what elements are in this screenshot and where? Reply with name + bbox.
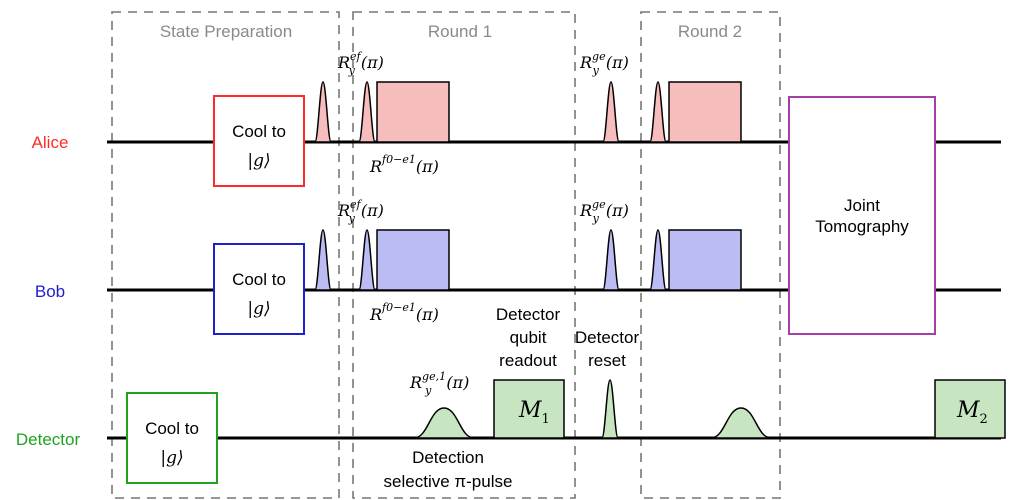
alice-swap-R: R [369, 157, 382, 176]
alice-swap-sup: f0−e1 [381, 153, 416, 166]
detector-readout-m2-box [934, 379, 1006, 439]
detector-reset-pulse [601, 379, 619, 439]
alice-r1-swap-pulse [376, 81, 450, 143]
channel-label-bob: Bob [35, 282, 65, 301]
bob-ry-ef-arg: (π) [361, 201, 384, 220]
m1-subscript: 1 [542, 412, 550, 427]
bob-ry-ef-sup: ef [350, 198, 363, 211]
bob-reset-ge-pulse [602, 229, 620, 291]
alice-prep-pi-pulse [314, 81, 332, 143]
joint-tomography-box: Joint Tomography [788, 96, 936, 335]
bob-prep-pi-pulse [314, 229, 332, 291]
alice-ry-ef-sup: ef [350, 50, 363, 63]
detector-reset-line2: reset [588, 351, 626, 370]
bob-r2-ef-pulse [649, 229, 667, 291]
detector-reset-line1: Detector [575, 328, 640, 347]
alice-r2-ef-pulse [649, 81, 667, 143]
bob-ry-ef-R: R [337, 201, 350, 220]
bob-swap-arg: (π) [416, 305, 439, 324]
detector-selective-pulse-1 [413, 407, 475, 439]
m1-label: M1 [518, 398, 550, 427]
bob-ry-ef-label: Ref y (π) [337, 198, 384, 225]
detector-cool-box: Cool to |g⟩ [126, 392, 218, 484]
bob-ry-ge-R: R [579, 201, 592, 220]
alice-swap-arg: (π) [416, 157, 439, 176]
section-frame-round1 [352, 11, 576, 499]
detector-ry-ge1-R: R [409, 373, 422, 392]
channel-label-detector: Detector [16, 430, 81, 449]
bob-cool-box: Cool to |g⟩ [213, 243, 305, 335]
alice-ry-ge-R: R [579, 53, 592, 72]
detector-cool-state: |g⟩ [160, 448, 183, 468]
section-frame-state-prep [111, 11, 340, 499]
channel-label-alice: Alice [32, 133, 69, 152]
detection-selective-line2: selective π-pulse [384, 472, 513, 491]
m2-subscript: 2 [980, 412, 988, 427]
m2-letter: M [956, 398, 980, 423]
bob-ry-ge-label: Rge y (π) [579, 198, 629, 225]
section-title-round2: Round 2 [678, 22, 742, 41]
detector-cool-label: Cool to [145, 419, 199, 438]
bob-r1-swap-pulse [376, 229, 450, 291]
detector-readout-m1-box [493, 379, 565, 439]
bob-ry-ge-arg: (π) [606, 201, 629, 220]
alice-cool-label: Cool to [232, 122, 286, 141]
alice-ry-ge-arg: (π) [606, 53, 629, 72]
detection-selective-line1: Detection [412, 448, 484, 467]
bob-swap-label: Rf0−e1(π) [369, 301, 439, 324]
bob-ry-ge-sup: ge [592, 198, 606, 211]
detector-readout-line2: qubit [510, 328, 547, 347]
alice-reset-ge-pulse [602, 81, 620, 143]
alice-ry-ef-sub: y [348, 64, 356, 77]
detector-ry-ge1-arg: (π) [446, 373, 469, 392]
alice-ry-ge-label: Rge y (π) [579, 50, 629, 77]
bob-swap-R: R [369, 305, 382, 324]
alice-r2-swap-pulse [668, 81, 742, 143]
detector-ry-ge1-sub: y [424, 384, 432, 397]
detector-readout-line3: readout [499, 351, 557, 370]
section-title-state-prep: State Preparation [160, 22, 292, 41]
bob-ry-ef-sub: y [348, 212, 356, 225]
alice-ry-ge-sub: y [592, 64, 600, 77]
bob-cool-label: Cool to [232, 270, 286, 289]
detector-ry-ge1-sup: ge,1 [422, 370, 446, 383]
alice-r1-ef-pulse [358, 81, 376, 143]
tomography-line1: Joint [844, 196, 880, 215]
bob-cool-state: |g⟩ [247, 299, 270, 319]
m1-letter: M [518, 398, 542, 423]
detector-readout-line1: Detector [496, 305, 561, 324]
alice-swap-label: Rf0−e1(π) [369, 153, 439, 176]
alice-ry-ge-sup: ge [592, 50, 606, 63]
bob-r1-ef-pulse [358, 229, 376, 291]
alice-ry-ef-label: Ref y (π) [337, 50, 384, 77]
section-title-round1: Round 1 [428, 22, 492, 41]
tomography-line2: Tomography [815, 217, 909, 236]
m2-label: M2 [956, 398, 988, 427]
detector-selective-pulse-2 [710, 407, 772, 439]
alice-ry-ef-R: R [337, 53, 350, 72]
alice-cool-box: Cool to |g⟩ [213, 95, 305, 187]
bob-ry-ge-sub: y [592, 212, 600, 225]
alice-ry-ef-arg: (π) [361, 53, 384, 72]
bob-r2-swap-pulse [668, 229, 742, 291]
section-frame-round2 [640, 11, 781, 499]
alice-cool-state: |g⟩ [247, 151, 270, 171]
bob-swap-sup: f0−e1 [381, 301, 416, 314]
detector-ry-ge1-label: Rge,1 y (π) [409, 370, 469, 397]
